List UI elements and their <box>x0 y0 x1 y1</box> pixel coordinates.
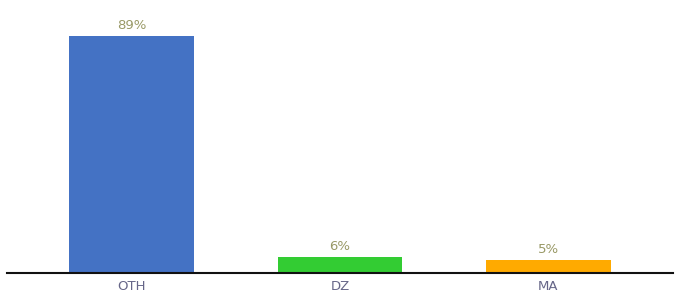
Text: 89%: 89% <box>117 19 146 32</box>
Text: 5%: 5% <box>538 243 559 256</box>
Bar <box>277 257 403 273</box>
Bar <box>69 36 194 273</box>
Text: 6%: 6% <box>330 240 350 253</box>
Bar <box>486 260 611 273</box>
